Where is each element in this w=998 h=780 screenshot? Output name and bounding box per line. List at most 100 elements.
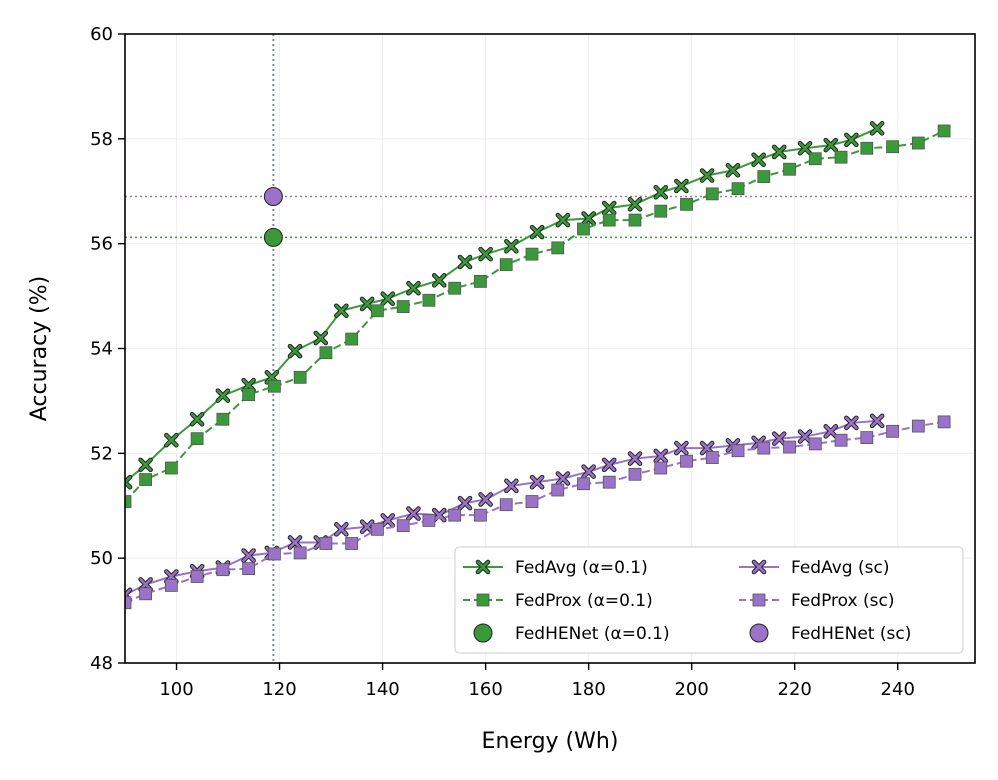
data-point (190, 432, 204, 446)
marker-stroke (458, 255, 472, 269)
data-point (601, 200, 617, 216)
data-point (242, 388, 256, 402)
marker-stroke (242, 549, 255, 562)
data-point (164, 432, 179, 448)
legend-label: FedAvg (sc) (791, 558, 889, 578)
data-point (478, 492, 493, 507)
marker-stroke (824, 425, 838, 438)
data-point (422, 293, 436, 307)
data-point (267, 379, 281, 393)
data-point (345, 332, 359, 346)
data-point (263, 227, 283, 247)
marker-stroke (654, 449, 668, 463)
legend: FedAvg (α=0.1) FedAvg (sc) FedProx (α=0.1)… (454, 546, 964, 654)
x-tick-label: 180 (571, 679, 605, 700)
data-point (474, 275, 487, 288)
legend-label: FedProx (sc) (791, 591, 894, 611)
marker-stroke (479, 493, 492, 506)
marker-stroke (628, 198, 642, 211)
data-point (555, 471, 571, 486)
marker-stroke (556, 472, 570, 485)
data-point (422, 514, 436, 527)
data-point (525, 247, 539, 261)
marker-stroke (335, 304, 348, 318)
marker-stroke (407, 281, 420, 295)
data-point (293, 370, 307, 384)
series-line-fedprox-alpha-0-1 (125, 130, 945, 503)
data-point (406, 280, 421, 296)
axis-ticks: 100 120 140 160 180 200 220 240 48 50 52 54 56 58 60 (90, 24, 915, 700)
data-point (555, 212, 571, 228)
data-point (937, 124, 951, 138)
data-point (396, 300, 410, 313)
marker-stroke (654, 185, 668, 199)
marker-stroke (165, 433, 178, 447)
legend-entry-fedprox-sc: FedProx (sc) (739, 591, 894, 611)
data-point (601, 457, 617, 473)
data-point (823, 424, 839, 439)
data-point (313, 330, 329, 346)
data-point (138, 457, 153, 473)
data-point (937, 415, 951, 429)
data-point (834, 150, 848, 164)
marker-stroke (556, 213, 570, 227)
x-tick-label: 240 (881, 679, 915, 700)
data-point (125, 474, 133, 490)
data-point (628, 213, 642, 227)
legend-swatch-marker (749, 623, 769, 643)
data-point (699, 168, 715, 183)
marker-stroke (335, 523, 348, 536)
x-tick-label: 220 (778, 679, 812, 700)
marker-stroke (798, 141, 812, 155)
data-point (581, 211, 596, 226)
data-point (911, 419, 925, 433)
data-point (797, 429, 813, 444)
data-point (371, 522, 384, 536)
marker-stroke (845, 416, 858, 430)
data-point (869, 413, 885, 429)
data-point (241, 548, 256, 563)
marker-stroke (582, 465, 595, 478)
data-point (757, 170, 771, 183)
data-point (771, 431, 787, 446)
data-point (577, 222, 590, 236)
series-fedprox-alpha-0-1 (125, 124, 951, 508)
y-axis-title: Accuracy (%) (27, 276, 52, 422)
marker-stroke (476, 560, 490, 574)
data-point (448, 281, 462, 295)
data-point (886, 140, 899, 154)
data-point (457, 254, 473, 270)
marker-stroke (216, 389, 230, 402)
data-point (216, 563, 230, 577)
data-point (371, 304, 384, 318)
marker-stroke (824, 138, 838, 152)
data-point (478, 246, 493, 262)
marker-stroke (125, 588, 132, 597)
marker-stroke (726, 163, 740, 177)
legend-swatch-marker (475, 559, 491, 575)
data-point (860, 141, 874, 155)
data-point (125, 596, 132, 610)
y-tick-label: 50 (90, 548, 113, 569)
marker-stroke (602, 201, 616, 215)
data-point (705, 187, 719, 201)
data-point (431, 273, 447, 288)
legend-entry-fedhenet-alpha-0-1: FedHENet (α=0.1) (473, 623, 670, 644)
data-point (627, 451, 643, 466)
data-point (808, 152, 822, 166)
data-point (189, 411, 205, 427)
data-point (499, 258, 513, 272)
data-point (886, 424, 899, 438)
legend-box (454, 546, 964, 654)
marker-stroke (870, 122, 884, 135)
data-point (334, 522, 349, 537)
data-point (474, 508, 487, 522)
marker-stroke (458, 496, 472, 510)
marker-stroke (845, 133, 858, 147)
data-point (139, 473, 153, 486)
marker-stroke (752, 560, 766, 574)
data-point (653, 184, 669, 200)
data-point (345, 537, 359, 550)
data-point (380, 513, 396, 528)
data-point (581, 464, 596, 479)
